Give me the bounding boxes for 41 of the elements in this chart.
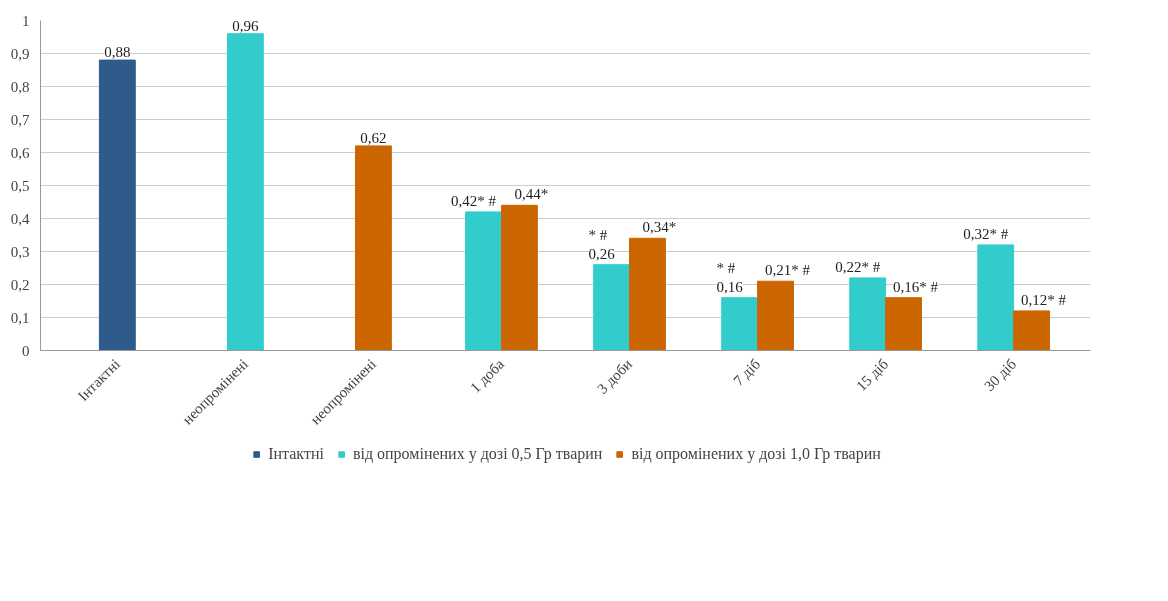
bar xyxy=(629,237,666,351)
data-label: 0,12* # xyxy=(1021,291,1067,308)
y-tick-label: 0,8 xyxy=(10,78,30,95)
y-tick-label: 0,6 xyxy=(10,144,30,161)
legend-label: від опромінених у дозі 0,5 Гр тварин xyxy=(352,445,603,463)
data-label: 0,88 xyxy=(104,44,131,61)
bar xyxy=(977,244,1015,351)
data-label: * # 0,16 xyxy=(716,259,744,295)
y-tick-label: 0,9 xyxy=(10,45,30,62)
y-tick-label: 0,3 xyxy=(10,243,30,260)
y-tick-label: 0,1 xyxy=(10,309,30,326)
bar xyxy=(465,211,502,351)
bar xyxy=(500,204,538,351)
legend-label: від опромінених у дозі 1,0 Гр тварин xyxy=(631,445,881,463)
y-tick-label: 0,2 xyxy=(10,276,30,293)
data-label: 0,22* # xyxy=(835,258,881,275)
data-label: * # 0,26 xyxy=(588,226,616,262)
y-tick-label: 0,7 xyxy=(10,111,30,128)
data-label: 0,42* # xyxy=(451,192,497,209)
bar xyxy=(757,280,794,351)
y-tick-label: 0 xyxy=(22,342,30,359)
x-tick-label: 15 діб xyxy=(852,355,892,395)
bar xyxy=(721,297,759,351)
data-label: 0,62 xyxy=(360,129,387,146)
data-label: 0,21* # xyxy=(765,262,811,279)
y-tick-label: 1 xyxy=(22,12,30,29)
bar xyxy=(885,297,922,351)
x-tick-label: 7 діб xyxy=(730,355,764,389)
legend-label: Інтактні xyxy=(268,445,324,463)
data-label: 0,16* # xyxy=(893,278,939,295)
data-label: 0,32* # xyxy=(963,225,1009,242)
y-tick-label: 0,4 xyxy=(10,210,30,227)
data-label: 0,44* xyxy=(514,186,549,203)
data-label: 0,96 xyxy=(232,17,259,34)
x-tick-label: 30 діб xyxy=(981,355,1020,395)
bar xyxy=(1013,310,1051,351)
bar xyxy=(593,264,631,351)
data-label: 0,34* xyxy=(642,219,677,236)
bar xyxy=(98,59,136,351)
y-tick-label: 0,5 xyxy=(10,177,30,194)
bar xyxy=(849,277,887,351)
